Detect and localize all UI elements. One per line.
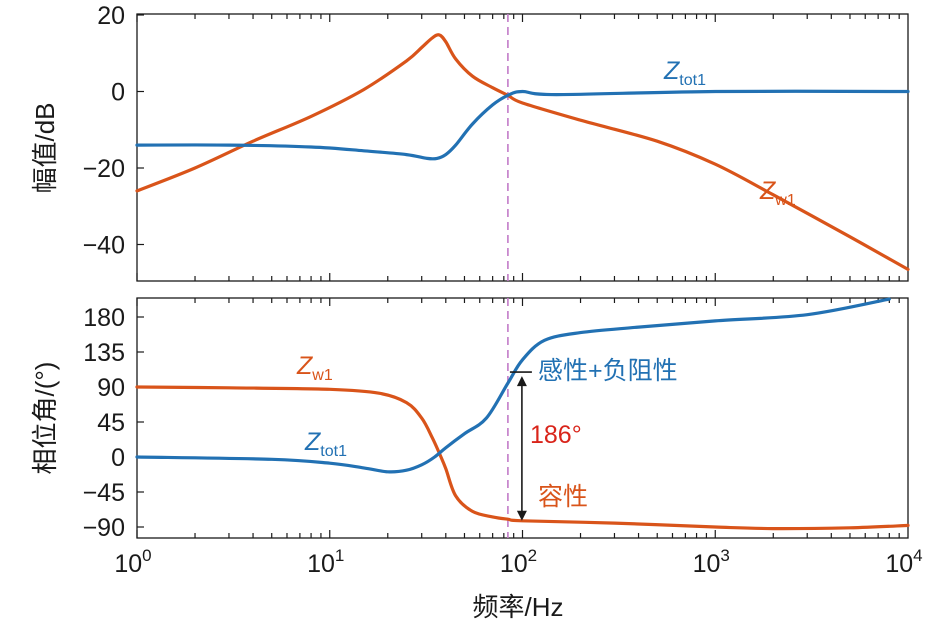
phase-y-tick-label: 90 (97, 374, 125, 402)
phase-ztot1-label: Ztot1 (304, 428, 347, 460)
arrow-head-up (516, 376, 527, 387)
phase-y-axis-title: 相位角/(°) (30, 362, 60, 475)
phase-series-zw1 (135, 385, 910, 531)
phase-y-tick-label: 45 (97, 409, 125, 437)
phase-x-ticks: 100 101 102 103 104 (114, 298, 923, 578)
phase-zw1-label: Zw1 (296, 352, 333, 384)
magnitude-series-zw1 (135, 33, 910, 271)
phase-y-tick-label: 135 (83, 339, 125, 367)
magnitude-ztot1-label: Ztot1 (663, 57, 706, 89)
x-tick-label: 102 (500, 546, 537, 578)
phase-y-tick-label: −45 (83, 479, 125, 507)
x-tick-label: 101 (307, 546, 344, 578)
phase-y-ticks: 180 135 90 45 0 −45 −90 (83, 304, 144, 542)
phase-y-tick-label: 0 (111, 444, 125, 472)
magnitude-y-tick-label: 0 (111, 79, 125, 107)
magnitude-y-tick-label: −40 (83, 232, 125, 260)
inductive-negative-resistance-label: 感性+负阻性 (538, 357, 678, 385)
phase-y-tick-label: 180 (83, 304, 125, 332)
magnitude-frame (136, 13, 909, 282)
magnitude-series (135, 33, 910, 271)
phase-series (135, 297, 910, 531)
arrow-head-down (516, 510, 527, 521)
phase-series-ztot1 (135, 297, 891, 474)
phase-difference-label: 186° (530, 421, 582, 449)
x-tick-label: 103 (693, 546, 730, 578)
magnitude-y-ticks: 20 0 −20 −40 (83, 2, 144, 260)
magnitude-y-axis-title: 幅值/dB (30, 102, 60, 193)
magnitude-y-tick-label: 20 (97, 2, 125, 30)
x-tick-label: 100 (114, 546, 151, 578)
magnitude-y-tick-label: −20 (83, 155, 125, 183)
x-tick-label: 104 (885, 546, 922, 578)
phase-difference-arrow (509, 371, 532, 521)
magnitude-series-ztot1 (135, 89, 910, 161)
magnitude-x-ticks (136, 14, 900, 281)
x-axis-title: 频率/Hz (472, 592, 563, 622)
magnitude-zw1-label: Zw1 (759, 177, 796, 209)
capacitive-label: 容性 (538, 483, 588, 511)
phase-y-tick-label: −90 (83, 514, 125, 542)
magnitude-panel: 幅值/dB 20 0 −20 −40 Ztot1 Zw1 (30, 2, 910, 282)
